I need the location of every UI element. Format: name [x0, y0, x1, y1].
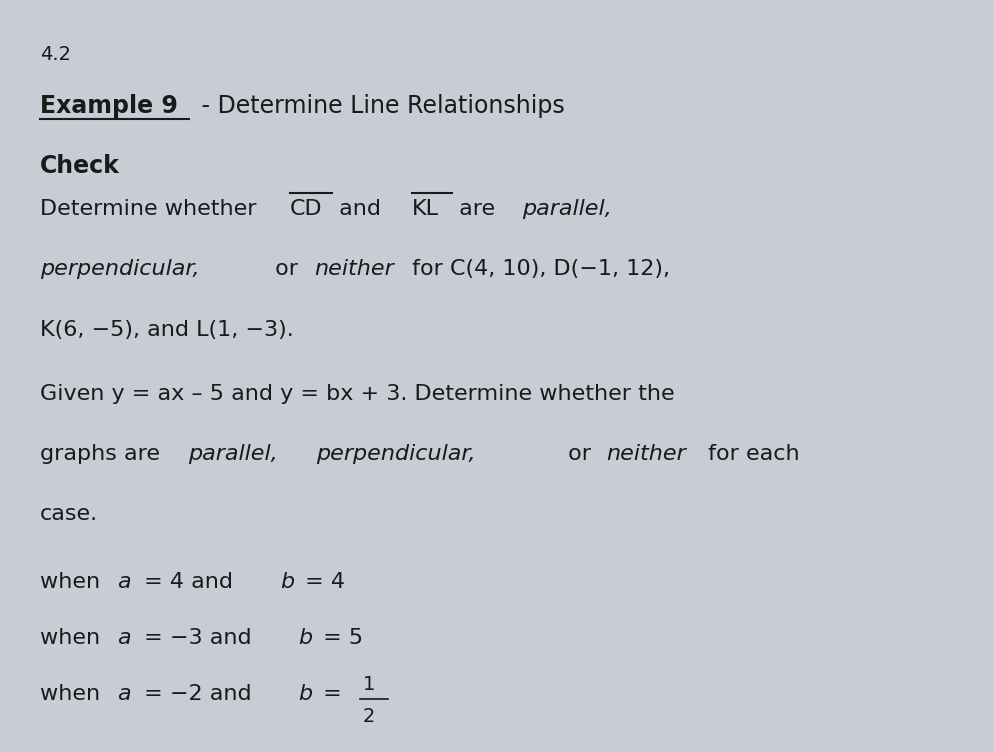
Text: perpendicular,: perpendicular, [40, 259, 200, 280]
Text: = 4: = 4 [298, 572, 345, 592]
Text: for C(4, 10), D(−1, 12),: for C(4, 10), D(−1, 12), [405, 259, 670, 280]
Text: b: b [298, 684, 312, 705]
Text: or: or [561, 444, 598, 464]
Text: Determine whether: Determine whether [40, 199, 263, 220]
Text: when: when [40, 684, 107, 705]
Text: CD: CD [290, 199, 323, 220]
Text: graphs are: graphs are [40, 444, 167, 464]
Text: =: = [316, 684, 349, 705]
Text: Given y = ax – 5 and y = bx + 3. Determine whether the: Given y = ax – 5 and y = bx + 3. Determi… [40, 384, 674, 404]
Text: neither: neither [314, 259, 393, 280]
Text: a: a [117, 684, 131, 705]
Text: perpendicular,: perpendicular, [316, 444, 476, 464]
Text: neither: neither [606, 444, 685, 464]
Text: b: b [298, 628, 312, 648]
Text: case.: case. [40, 504, 98, 524]
Text: Check: Check [40, 154, 119, 178]
Text: parallel,: parallel, [522, 199, 612, 220]
Text: b: b [280, 572, 294, 592]
Text: 1: 1 [362, 675, 374, 694]
Text: K(6, −5), and L(1, −3).: K(6, −5), and L(1, −3). [40, 320, 294, 340]
Text: or: or [268, 259, 305, 280]
Text: for each: for each [701, 444, 799, 464]
Text: a: a [117, 628, 131, 648]
Text: 4.2: 4.2 [40, 45, 71, 64]
Text: - Determine Line Relationships: - Determine Line Relationships [194, 94, 564, 118]
Text: 2: 2 [362, 707, 374, 726]
Text: when: when [40, 572, 107, 592]
Text: Example 9: Example 9 [40, 94, 178, 118]
Text: = −3 and: = −3 and [137, 628, 259, 648]
Text: are: are [452, 199, 502, 220]
Text: = −2 and: = −2 and [137, 684, 259, 705]
Text: KL: KL [412, 199, 439, 220]
Text: and: and [332, 199, 388, 220]
Text: parallel,: parallel, [188, 444, 277, 464]
Text: = 5: = 5 [316, 628, 362, 648]
Text: a: a [117, 572, 131, 592]
Text: when: when [40, 628, 107, 648]
Text: = 4 and: = 4 and [137, 572, 240, 592]
